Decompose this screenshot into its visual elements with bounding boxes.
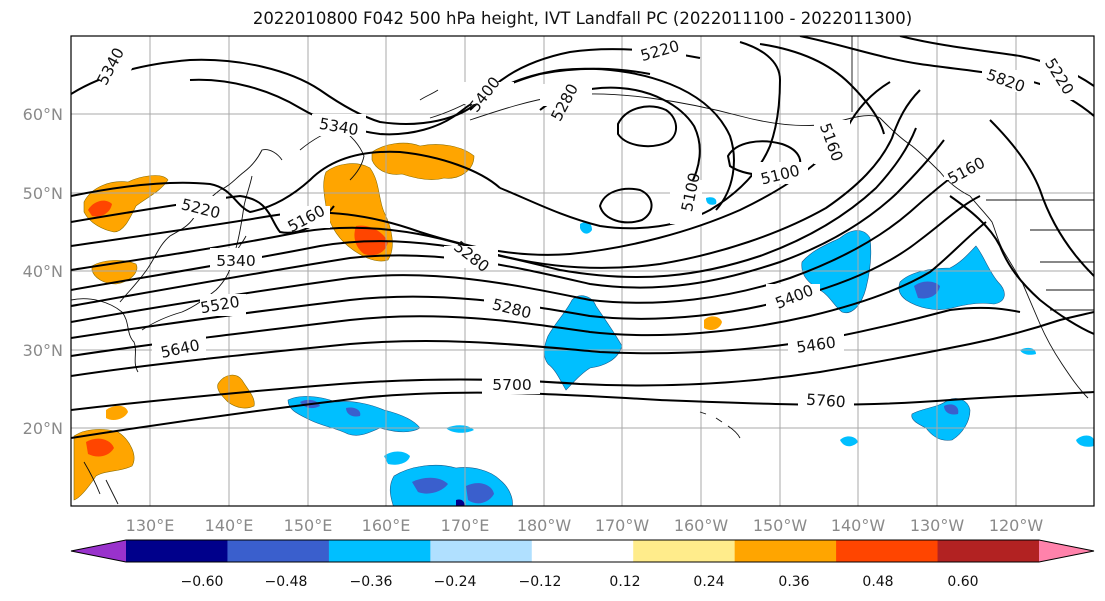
contour-line [71, 194, 335, 234]
longitude-labels: 130°E 140°E 150°E 160°E 170°E 180°W 170°… [126, 516, 1044, 535]
contour-line [989, 119, 1094, 277]
colorbar-tick-label: −0.36 [350, 574, 393, 590]
colorbar-segment [126, 540, 228, 562]
colorbar-extend-low [71, 540, 126, 562]
anomaly-patch [543, 295, 623, 391]
contour-line [71, 48, 701, 125]
colorbar-extend-high [1039, 540, 1094, 562]
colorbar-tick-labels: −0.60 −0.48 −0.36 −0.24 −0.12 0.12 0.24 … [181, 574, 979, 590]
colorbar-tick-label: 0.60 [947, 574, 978, 590]
anomaly-patch [346, 407, 361, 417]
anomaly-patch [840, 436, 858, 447]
contour-line [71, 195, 981, 339]
anomaly-patch [106, 405, 128, 420]
anomaly-patch [217, 374, 255, 409]
coastline-philippines [83, 461, 119, 505]
lat-label: 50°N [23, 184, 63, 203]
lon-label: 160°W [674, 516, 729, 535]
colorbar-tick-label: 0.12 [609, 574, 640, 590]
colorbar-tick-label: 0.24 [693, 574, 724, 590]
contour-line [71, 150, 501, 214]
coastline-kamchatka [299, 127, 365, 181]
anomaly-patch [91, 260, 138, 285]
contour-line [469, 67, 735, 211]
colorbar-tick-label: −0.48 [265, 574, 308, 590]
contour-line [71, 221, 987, 357]
contour-line [598, 187, 653, 224]
contour-line [71, 89, 921, 271]
colorbar-tick-label: −0.24 [434, 574, 477, 590]
map-frame [70, 35, 1095, 507]
contour-line [759, 43, 885, 135]
anomaly-patch [580, 222, 592, 234]
colorbar-segment [734, 540, 837, 562]
contour-line [71, 311, 1094, 411]
colorbar-segment [633, 540, 736, 562]
height-contours [71, 36, 1094, 439]
contour-line [71, 165, 967, 323]
contour-label: 5340 [216, 252, 255, 270]
colorbar-segment [227, 540, 330, 562]
anomaly-patch [1076, 435, 1094, 447]
contour-line [71, 391, 1094, 439]
lon-label: 170°W [595, 516, 650, 535]
anomaly-patch [466, 483, 494, 504]
map-title: 2022010800 F042 500 hPa height, IVT Land… [252, 9, 913, 28]
colorbar-tick-label: −0.60 [181, 574, 224, 590]
coastline-hawaii [699, 411, 741, 439]
lon-label: 140°E [205, 516, 254, 535]
anomaly-patch [412, 477, 448, 494]
coastline-border [851, 36, 1094, 311]
lon-label: 160°E [362, 516, 411, 535]
colorbar-tick-label: −0.12 [519, 574, 562, 590]
colorbar-segment [531, 540, 634, 562]
contour-label: 5760 [806, 391, 847, 412]
anomaly-patch [704, 316, 722, 330]
lon-label: 150°E [284, 516, 333, 535]
lon-label: 180°W [517, 516, 572, 535]
lon-label: 140°W [831, 516, 886, 535]
contour-label: 5460 [795, 333, 837, 356]
anomaly-patch [88, 200, 112, 217]
anomaly-patch [914, 281, 940, 299]
colorbar-segment [937, 540, 1040, 562]
lon-label: 130°E [126, 516, 175, 535]
latitude-labels: 20°N 30°N 40°N 50°N 60°N [23, 105, 63, 438]
anomaly-patch [944, 404, 959, 415]
anomaly-patch [446, 425, 474, 433]
anomaly-patch [706, 197, 717, 205]
lat-label: 20°N [23, 419, 63, 438]
anomaly-patch [86, 438, 114, 457]
lat-label: 60°N [23, 105, 63, 124]
contour-label: 5700 [492, 376, 531, 394]
lat-label: 30°N [23, 341, 63, 360]
colorbar-tick-label: 0.48 [862, 574, 893, 590]
colorbar-segment [836, 540, 939, 562]
colorbar-segment [328, 540, 431, 562]
contour-line [949, 195, 1094, 335]
negative-anomaly-regions [287, 197, 1094, 506]
contour-line [499, 41, 782, 230]
lon-label: 120°W [989, 516, 1044, 535]
lat-label: 40°N [23, 262, 63, 281]
lon-label: 150°W [753, 516, 808, 535]
colorbar [70, 539, 1095, 563]
contour-line [71, 139, 945, 307]
anomaly-patch [384, 451, 410, 465]
lon-label: 170°E [441, 516, 490, 535]
anomaly-patch [456, 499, 465, 506]
colorbar-outline [70, 539, 1095, 563]
colorbar-tick-label: 0.36 [778, 574, 809, 590]
lon-label: 130°W [910, 516, 965, 535]
contour-line [617, 105, 677, 148]
contour-line [726, 140, 802, 177]
contour-line [71, 306, 1021, 377]
colorbar-segment [430, 540, 533, 562]
